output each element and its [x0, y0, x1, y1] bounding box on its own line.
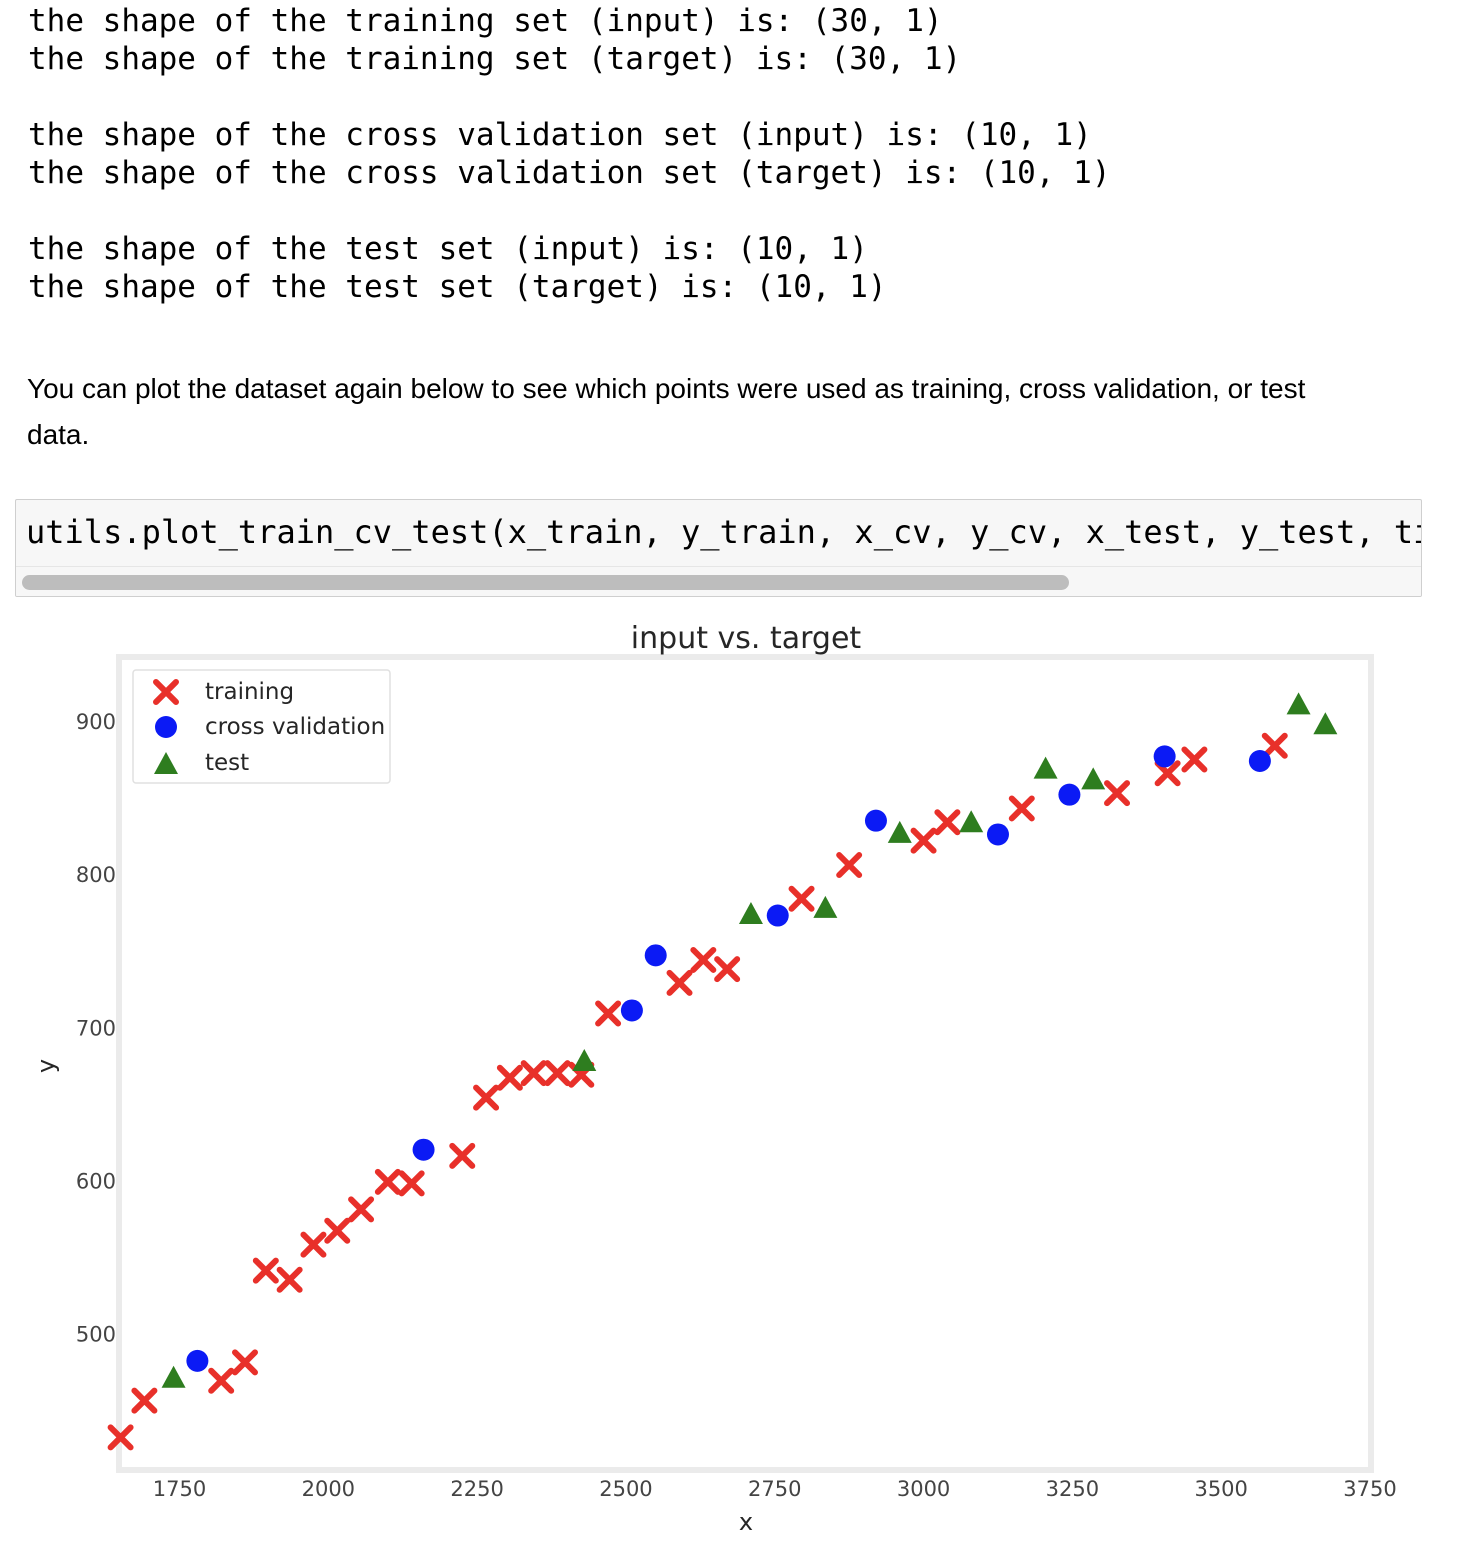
test-point — [887, 820, 912, 843]
cross-validation-point — [766, 904, 789, 927]
training-point — [348, 1196, 375, 1223]
training-point — [788, 885, 815, 912]
training-point — [208, 1367, 235, 1394]
x-tick-label: 2000 — [302, 1477, 355, 1501]
cross-validation-point — [1058, 783, 1081, 806]
data-points — [107, 692, 1338, 1451]
output-line: the shape of the training set (target) i… — [28, 41, 962, 77]
training-point — [324, 1217, 351, 1244]
cross-validation-point — [644, 944, 667, 967]
cross-validation-point — [986, 823, 1009, 846]
test-point — [1033, 756, 1058, 779]
output-line: the shape of the training set (input) is… — [28, 3, 943, 39]
training-point — [1261, 732, 1288, 759]
training-point — [714, 956, 741, 983]
legend-cv-marker — [155, 716, 177, 738]
x-tick-label: 2750 — [748, 1477, 801, 1501]
training-point — [666, 969, 693, 996]
horizontal-scrollbar-thumb[interactable] — [22, 575, 1069, 590]
training-point — [910, 827, 937, 854]
test-point — [161, 1365, 186, 1388]
x-tick-label: 3750 — [1343, 1477, 1396, 1501]
cross-validation-point — [186, 1349, 209, 1372]
legend-test-marker — [154, 752, 178, 774]
test-point — [1081, 767, 1106, 790]
training-point — [232, 1349, 258, 1376]
legend: training cross validation test — [132, 669, 391, 784]
x-tick-label: 3500 — [1194, 1477, 1247, 1501]
y-tick-labels: 500 600 700 800 900 — [76, 710, 116, 1346]
y-tick-label: 500 — [76, 1322, 116, 1346]
cross-validation-point — [1248, 750, 1271, 772]
output-line: the shape of the cross validation set (i… — [28, 117, 1092, 153]
training-point — [374, 1168, 401, 1195]
test-point — [813, 895, 838, 918]
x-tick-label: 3000 — [897, 1477, 950, 1501]
code-input-line[interactable]: utils.plot_train_cv_test(x_train, y_trai… — [26, 513, 1422, 551]
code-cell[interactable]: utils.plot_train_cv_test(x_train, y_trai… — [15, 499, 1422, 597]
x-tick-label: 2500 — [599, 1477, 652, 1501]
training-point — [1104, 780, 1131, 807]
training-point — [690, 946, 717, 973]
training-point — [131, 1387, 158, 1414]
training-point — [595, 1000, 622, 1027]
y-axis-label: y — [32, 1059, 60, 1073]
legend-training-marker — [153, 679, 179, 705]
y-tick-label: 600 — [76, 1169, 116, 1193]
test-point — [959, 810, 984, 833]
training-point — [544, 1060, 571, 1087]
cell-output-text: the shape of the training set (input) is… — [28, 2, 1111, 306]
chart-title: input vs. target — [631, 621, 862, 656]
test-point — [1313, 712, 1338, 735]
training-point — [934, 809, 961, 836]
test-point — [1286, 692, 1311, 715]
output-line: the shape of the cross validation set (t… — [28, 155, 1111, 191]
training-point — [276, 1266, 303, 1293]
legend-training-label: training — [205, 679, 294, 705]
x-tick-label: 2250 — [450, 1477, 503, 1501]
cross-validation-point — [1153, 745, 1176, 768]
training-point — [252, 1257, 279, 1284]
cross-validation-point — [412, 1138, 435, 1161]
x-tick-label: 1750 — [153, 1477, 206, 1501]
training-point — [496, 1064, 523, 1091]
output-line: the shape of the test set (target) is: (… — [28, 269, 887, 305]
y-tick-label: 700 — [76, 1016, 116, 1040]
training-point — [449, 1142, 476, 1169]
x-tick-label: 3250 — [1046, 1477, 1099, 1501]
legend-test-label: test — [205, 750, 249, 776]
training-point — [1008, 795, 1035, 822]
training-point — [300, 1231, 327, 1258]
output-line: the shape of the test set (input) is: (1… — [28, 231, 868, 267]
y-tick-label: 800 — [76, 863, 116, 887]
markdown-paragraph: You can plot the dataset again below to … — [27, 373, 1306, 450]
y-tick-label: 900 — [76, 710, 116, 734]
test-point — [738, 902, 763, 925]
legend-cv-label: cross validation — [205, 714, 385, 740]
training-point — [1181, 746, 1208, 773]
horizontal-scrollbar[interactable] — [16, 566, 1421, 596]
legend-box — [132, 669, 391, 784]
x-tick-labels: 1750 2000 2250 2500 2750 3000 3250 3500 3750 — [153, 1477, 1397, 1501]
training-point — [520, 1060, 547, 1087]
plot-area — [116, 654, 1374, 1473]
training-point — [398, 1170, 425, 1197]
training-point — [836, 852, 863, 879]
training-point — [107, 1424, 134, 1451]
test-point — [572, 1048, 597, 1071]
x-axis-label: x — [739, 1508, 753, 1536]
cross-validation-point — [620, 999, 643, 1022]
training-point — [473, 1084, 500, 1111]
cross-validation-point — [864, 809, 887, 832]
